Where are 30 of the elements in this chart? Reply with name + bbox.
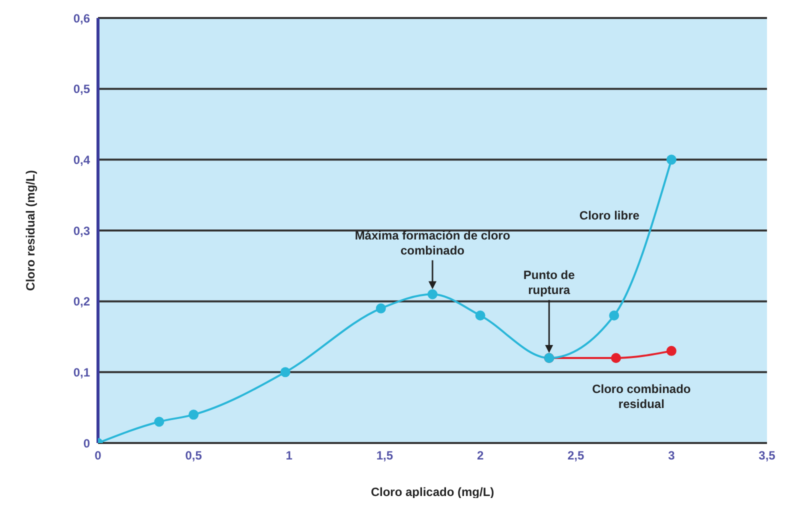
y-tick-label: 0,5	[73, 82, 90, 96]
x-tick-label: 3,5	[758, 448, 776, 463]
y-tick-label: 0,1	[73, 365, 90, 380]
point	[188, 410, 199, 420]
x-tick-label: 3	[668, 448, 676, 463]
series-label: Cloro combinado residual	[592, 382, 691, 411]
x-tick-label: 2,5	[568, 448, 585, 463]
point	[154, 416, 164, 427]
annotation: Punto de ruptura	[523, 268, 576, 297]
x-tick-label: 1	[286, 448, 293, 463]
y-tick-label: 0,4	[73, 152, 90, 167]
point	[428, 289, 438, 300]
y-tick-label: 0,2	[73, 294, 90, 309]
point	[376, 303, 386, 314]
point	[666, 154, 676, 165]
y-tick-label: 0	[83, 436, 90, 450]
x-tick-label: 0,5	[185, 448, 202, 463]
point	[475, 310, 486, 320]
x-tick-label: 2	[476, 448, 484, 463]
y-tick-label: 0,3	[73, 224, 90, 238]
y-axis-title: Cloro residual (mg/L)	[23, 170, 38, 291]
point	[666, 346, 676, 356]
x-tick-label: 0	[94, 448, 102, 463]
y-tick-label: 0,6	[73, 11, 90, 26]
series-label: Cloro libre	[579, 208, 640, 223]
annotation: Máxima formación de cloro combinado	[354, 228, 510, 258]
point	[609, 310, 620, 320]
point	[280, 367, 290, 378]
x-tick-label: 1,5	[376, 448, 394, 463]
point	[610, 353, 621, 363]
